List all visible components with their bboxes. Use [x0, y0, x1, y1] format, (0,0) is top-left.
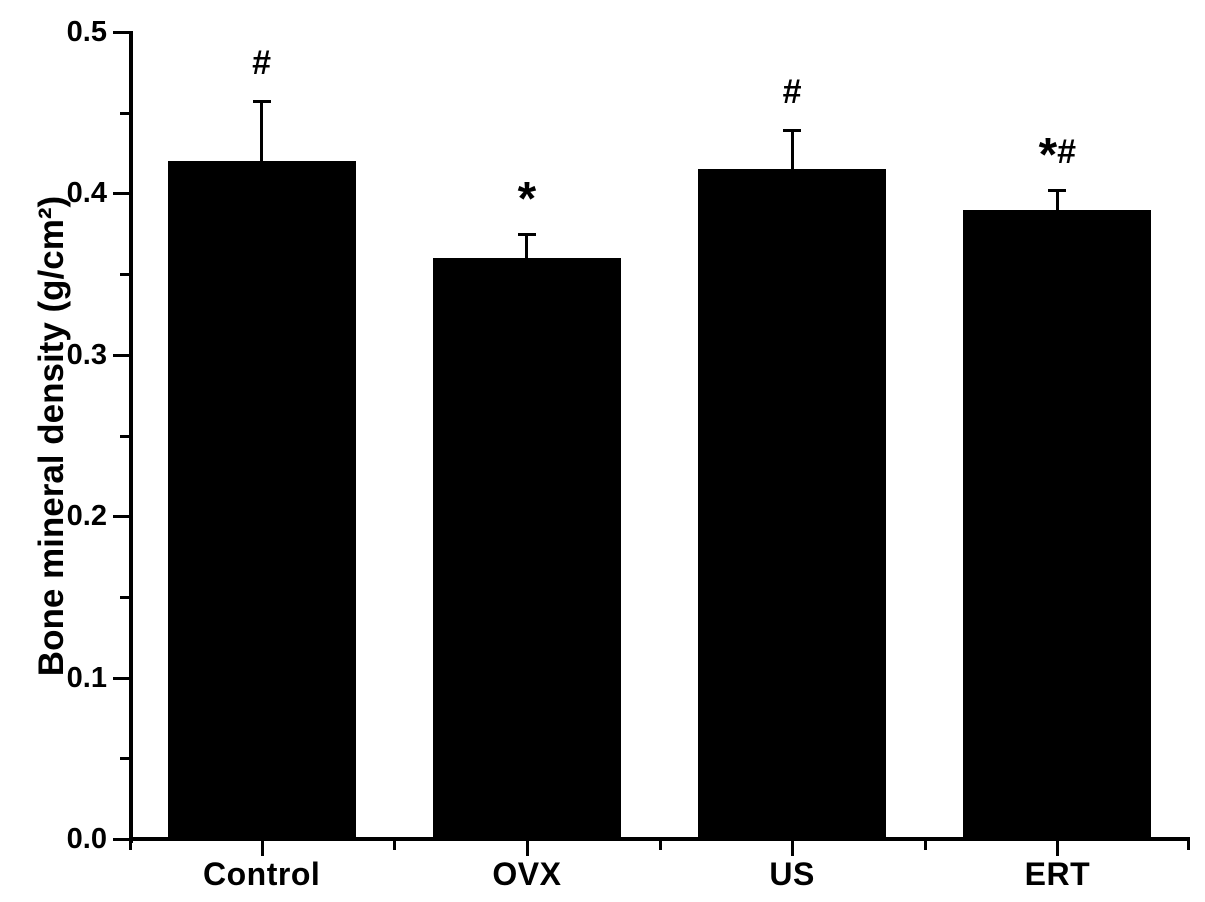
x-major-tick [525, 841, 529, 856]
x-tick-label-control: Control [203, 856, 321, 892]
y-tick-label: 0.0 [66, 823, 107, 855]
asterisk-marker: * [1038, 128, 1058, 182]
x-major-tick [260, 841, 264, 856]
y-tick-label: 0.2 [66, 500, 107, 533]
bar-ert[interactable] [963, 209, 1152, 841]
x-tick-label-ert: ERT [1024, 856, 1091, 892]
bar-us[interactable] [698, 169, 887, 841]
x-minor-tick [658, 841, 662, 850]
y-major-tick [113, 353, 129, 357]
significance-marker: # [252, 44, 272, 83]
error-bar-cap [252, 100, 271, 104]
bar-ovx[interactable] [432, 257, 621, 841]
significance-marker: # [782, 73, 802, 112]
error-bar-line [1055, 190, 1059, 218]
y-major-tick [113, 676, 129, 680]
y-major-tick [113, 515, 129, 519]
x-tick-label-ovx: OVX [492, 856, 562, 892]
asterisk-marker: * [517, 172, 537, 226]
x-tick-label-us: US [769, 856, 815, 892]
x-major-tick [1056, 841, 1060, 856]
y-major-tick [113, 31, 129, 34]
x-minor-tick [923, 841, 927, 850]
y-axis-line [129, 31, 133, 843]
y-tick-label: 0.5 [66, 16, 107, 48]
bar-control[interactable] [167, 161, 356, 841]
error-bar-cap [1048, 189, 1067, 193]
y-minor-tick [120, 757, 129, 761]
x-axis-line [129, 837, 1190, 841]
error-bar-line [790, 130, 794, 178]
y-minor-tick [120, 434, 129, 438]
y-minor-tick [120, 595, 129, 599]
y-major-tick [113, 192, 129, 196]
significance-marker: *# [1038, 128, 1077, 182]
y-tick-label: 0.3 [66, 338, 107, 371]
x-minor-tick [129, 841, 132, 850]
y-tick-label: 0.4 [66, 177, 107, 210]
error-bar-cap [517, 232, 536, 236]
significance-marker: * [457, 175, 597, 223]
x-major-tick [791, 841, 795, 856]
x-minor-tick [1187, 841, 1190, 850]
y-minor-tick [120, 111, 129, 115]
y-tick-label: 0.1 [66, 661, 107, 694]
y-minor-tick [120, 273, 129, 277]
y-major-tick [113, 838, 129, 841]
error-bar-line [525, 233, 529, 266]
x-minor-tick [393, 841, 397, 850]
error-bar-line [260, 101, 264, 170]
error-bar-cap [783, 129, 802, 133]
